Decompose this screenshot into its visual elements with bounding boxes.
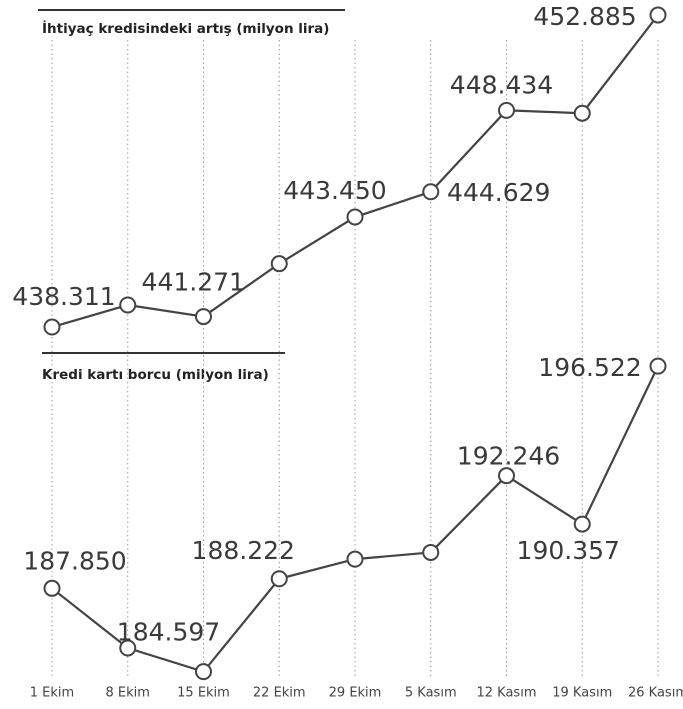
data-label: 187.850 <box>23 546 126 575</box>
data-point <box>573 104 591 122</box>
data-point <box>346 550 364 568</box>
data-label: 190.357 <box>517 536 620 565</box>
x-tick-label: 29 Ekim <box>329 686 382 701</box>
data-label: 192.246 <box>457 442 560 471</box>
data-point <box>649 357 667 375</box>
data-point <box>195 308 212 326</box>
data-label: 188.222 <box>192 536 295 565</box>
data-point <box>270 255 288 273</box>
data-label: 438.311 <box>12 282 115 311</box>
data-point <box>270 570 288 588</box>
panel-title: Kredi kartı borcu (milyon lira) <box>42 367 269 383</box>
data-point <box>43 579 61 597</box>
data-point <box>422 543 440 561</box>
data-point <box>43 318 61 336</box>
data-label: 452.885 <box>533 2 636 31</box>
data-point <box>498 467 515 485</box>
x-tick-label: 1 Ekim <box>30 686 74 701</box>
data-label: 441.271 <box>142 268 245 297</box>
x-tick-label: 22 Ekim <box>253 686 306 701</box>
x-tick-label: 19 Kasım <box>552 686 612 701</box>
data-label: 444.629 <box>447 178 550 207</box>
panel-title: İhtiyaç kredisindeki artış (milyon lira) <box>42 20 329 37</box>
data-point <box>195 663 212 681</box>
x-tick-label: 8 Ekim <box>106 686 150 701</box>
data-label: 448.434 <box>450 70 553 99</box>
data-point <box>422 183 440 201</box>
x-tick-label: 15 Ekim <box>177 686 230 701</box>
data-point <box>649 6 667 24</box>
data-point <box>119 639 137 657</box>
x-tick-label: 26 Kasım <box>628 686 683 701</box>
data-point <box>573 515 591 533</box>
data-point <box>498 101 515 119</box>
data-point <box>346 208 364 226</box>
data-label: 196.522 <box>538 353 641 382</box>
data-point <box>119 296 137 314</box>
data-label: 184.597 <box>117 618 220 647</box>
x-tick-label: 12 Kasım <box>477 686 537 701</box>
data-label: 443.450 <box>283 176 386 205</box>
x-tick-label: 5 Kasım <box>405 686 457 701</box>
